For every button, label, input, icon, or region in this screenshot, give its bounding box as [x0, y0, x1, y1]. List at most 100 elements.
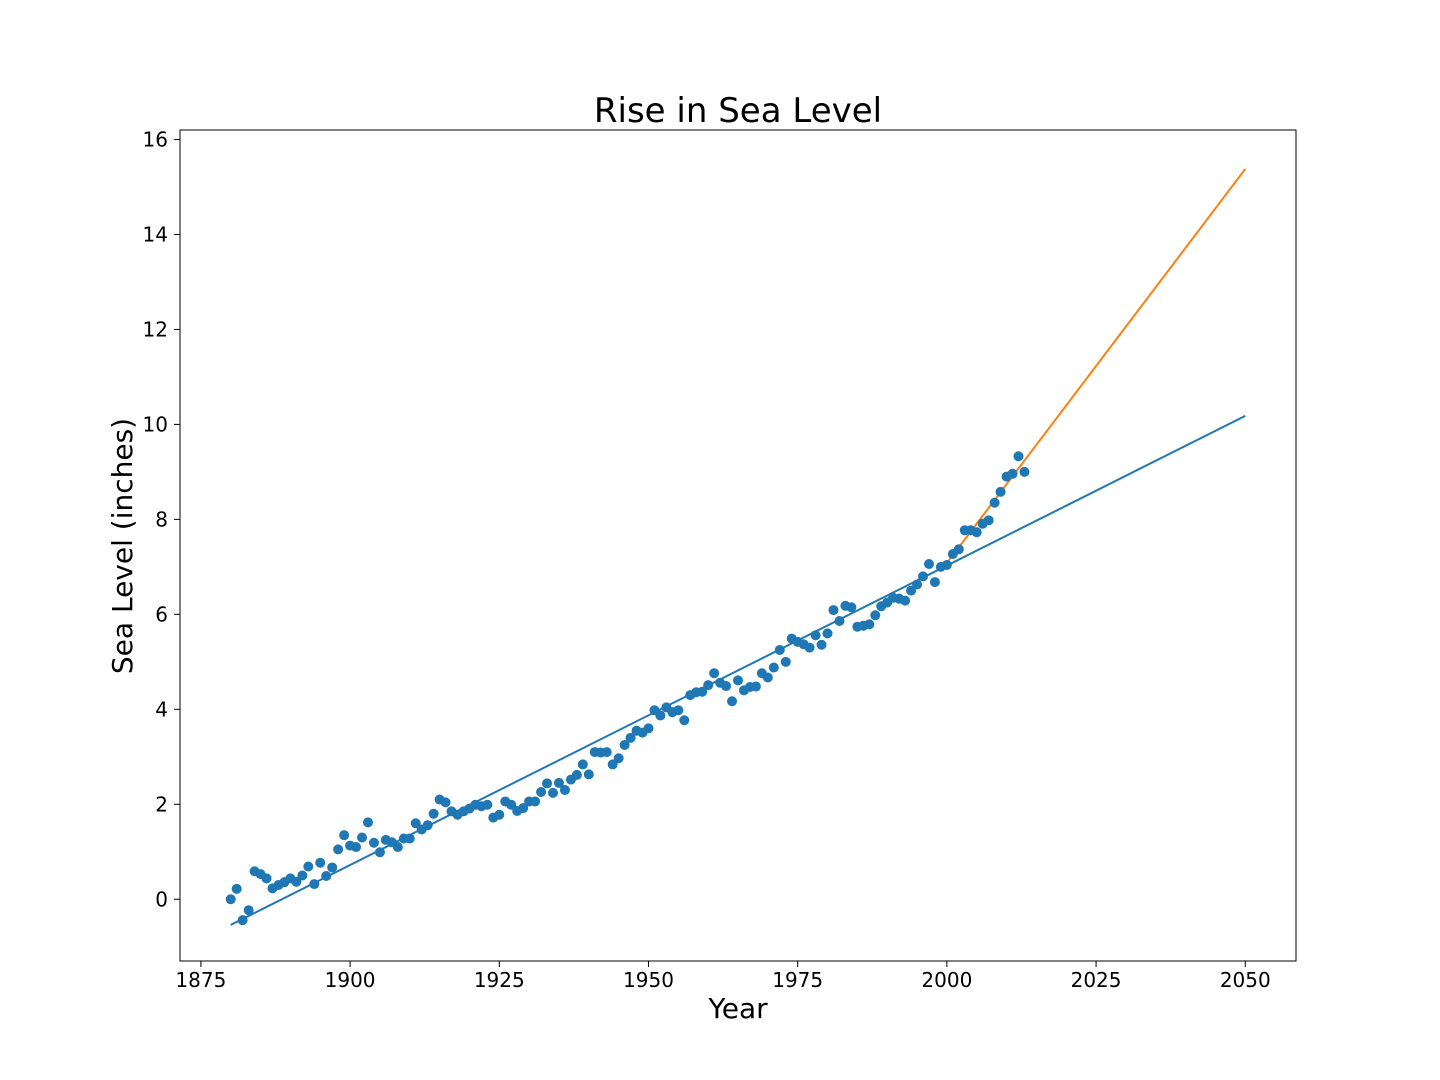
- data-point: [780, 656, 791, 667]
- data-point: [923, 559, 934, 570]
- data-point: [774, 644, 785, 655]
- data-point: [410, 818, 421, 829]
- y-tick-label: 12: [143, 317, 168, 341]
- y-axis-label: Sea Level (inches): [106, 418, 139, 674]
- data-point: [404, 833, 415, 844]
- data-point: [327, 862, 338, 873]
- data-point: [762, 672, 773, 683]
- data-point: [530, 796, 541, 807]
- data-point: [989, 497, 1000, 508]
- data-point: [828, 605, 839, 616]
- data-point: [374, 847, 385, 858]
- data-point: [368, 837, 379, 848]
- y-tick-label: 6: [155, 602, 168, 626]
- y-axis: 0 2 4 6 8 10 12 14 16: [143, 127, 180, 911]
- data-point: [607, 759, 618, 770]
- data-point: [912, 579, 923, 590]
- data-point: [941, 559, 952, 570]
- data-point: [733, 675, 743, 686]
- data-point: [392, 842, 403, 853]
- data-point: [810, 630, 821, 641]
- data-point: [953, 544, 964, 555]
- data-point: [613, 753, 624, 764]
- data-point: [303, 861, 314, 872]
- data-point: [918, 571, 929, 582]
- data-point: [1019, 466, 1030, 477]
- data-point: [542, 778, 553, 789]
- x-axis-label: Year: [707, 992, 768, 1025]
- data-point: [721, 681, 732, 692]
- data-point: [440, 797, 451, 808]
- data-point: [655, 710, 666, 721]
- x-axis: 1875 1900 1925 1950 1975 2000 2025 2050: [175, 961, 1271, 992]
- x-tick-label: 1900: [325, 968, 376, 992]
- data-point: [291, 876, 302, 887]
- x-tick-label: 2050: [1220, 968, 1271, 992]
- data-point: [900, 595, 911, 606]
- data-point: [673, 705, 684, 716]
- data-point: [315, 857, 326, 868]
- data-point: [679, 715, 690, 726]
- data-point: [971, 527, 982, 538]
- data-point: [351, 842, 362, 853]
- data-point: [506, 799, 517, 810]
- y-tick-label: 14: [143, 222, 168, 246]
- chart-title: Rise in Sea Level: [594, 91, 882, 131]
- data-point: [864, 619, 875, 630]
- data-point: [983, 515, 994, 526]
- y-tick-label: 8: [155, 507, 168, 531]
- data-point: [553, 777, 564, 788]
- data-point: [428, 808, 439, 819]
- x-tick-label: 2025: [1071, 968, 1122, 992]
- data-point: [518, 803, 529, 814]
- data-point: [333, 844, 344, 855]
- data-point: [243, 905, 254, 916]
- data-point: [768, 662, 779, 673]
- x-tick-label: 1975: [772, 968, 823, 992]
- data-point: [321, 871, 332, 882]
- data-point: [571, 769, 582, 780]
- data-point: [422, 820, 433, 831]
- data-point: [601, 747, 612, 758]
- data-point: [816, 639, 827, 650]
- data-point: [362, 817, 373, 828]
- data-point: [559, 785, 570, 796]
- y-tick-label: 16: [143, 127, 168, 151]
- data-point: [727, 696, 738, 707]
- data-point: [231, 883, 242, 894]
- data-point: [577, 759, 588, 770]
- plot-frame: [179, 129, 1297, 962]
- data-point: [750, 681, 761, 692]
- data-point: [357, 832, 368, 843]
- data-point: [1007, 468, 1018, 479]
- plot-area: [225, 168, 1247, 926]
- data-point: [846, 602, 857, 613]
- data-point: [870, 610, 881, 621]
- data-point: [804, 642, 815, 653]
- data-point: [309, 879, 320, 890]
- data-point: [237, 915, 248, 926]
- data-point: [536, 786, 547, 797]
- x-tick-label: 1875: [175, 968, 226, 992]
- data-point: [709, 668, 720, 679]
- data-point: [834, 616, 845, 627]
- y-tick-label: 0: [155, 887, 168, 911]
- data-point: [995, 486, 1006, 497]
- data-point: [297, 870, 308, 881]
- data-point: [906, 585, 917, 596]
- data-point: [339, 830, 350, 841]
- trend-line-recent: [946, 168, 1247, 564]
- data-point: [625, 732, 636, 743]
- x-tick-label: 2000: [921, 968, 972, 992]
- y-tick-label: 2: [155, 792, 168, 816]
- data-point: [482, 799, 493, 810]
- data-point: [583, 769, 594, 780]
- data-point: [822, 628, 833, 639]
- data-point: [547, 787, 558, 798]
- data-point: [1013, 451, 1024, 462]
- data-point: [697, 686, 708, 697]
- data-point: [619, 739, 630, 750]
- data-point: [225, 894, 236, 905]
- data-points: [225, 451, 1030, 926]
